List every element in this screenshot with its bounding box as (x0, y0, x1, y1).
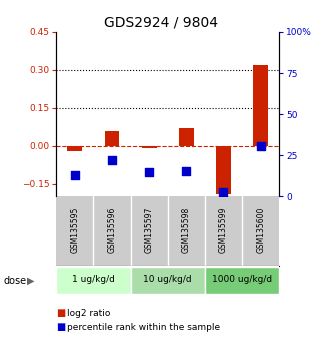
Bar (131, 267, 205, 294)
Text: 1000 ug/kg/d: 1000 ug/kg/d (212, 275, 272, 285)
Text: ■: ■ (56, 308, 65, 318)
Text: log2 ratio: log2 ratio (67, 309, 111, 318)
Point (221, 189, 226, 194)
Bar (205, 267, 279, 294)
Point (147, 169, 152, 175)
Text: GSM135597: GSM135597 (145, 206, 154, 253)
Point (258, 143, 263, 149)
Text: ▶: ▶ (27, 275, 35, 286)
Bar (253, 65, 268, 146)
Bar (105, 131, 119, 146)
Point (109, 158, 115, 163)
Bar (67, 146, 82, 151)
Text: GSM135596: GSM135596 (108, 206, 117, 253)
Text: GSM135599: GSM135599 (219, 206, 228, 253)
Text: ■: ■ (56, 322, 65, 332)
Text: GSM135600: GSM135600 (256, 206, 265, 253)
Bar (179, 128, 194, 146)
Text: 10 ug/kg/d: 10 ug/kg/d (143, 275, 192, 285)
Bar (142, 146, 157, 148)
Text: GSM135595: GSM135595 (70, 206, 79, 253)
Text: percentile rank within the sample: percentile rank within the sample (67, 323, 221, 332)
Text: 1 ug/kg/d: 1 ug/kg/d (72, 275, 115, 285)
Bar (216, 146, 231, 194)
Bar (56, 267, 131, 294)
Text: GDS2924 / 9804: GDS2924 / 9804 (103, 16, 218, 30)
Text: GSM135598: GSM135598 (182, 206, 191, 253)
Text: dose: dose (3, 275, 26, 286)
Point (72, 172, 77, 178)
Point (184, 168, 189, 174)
